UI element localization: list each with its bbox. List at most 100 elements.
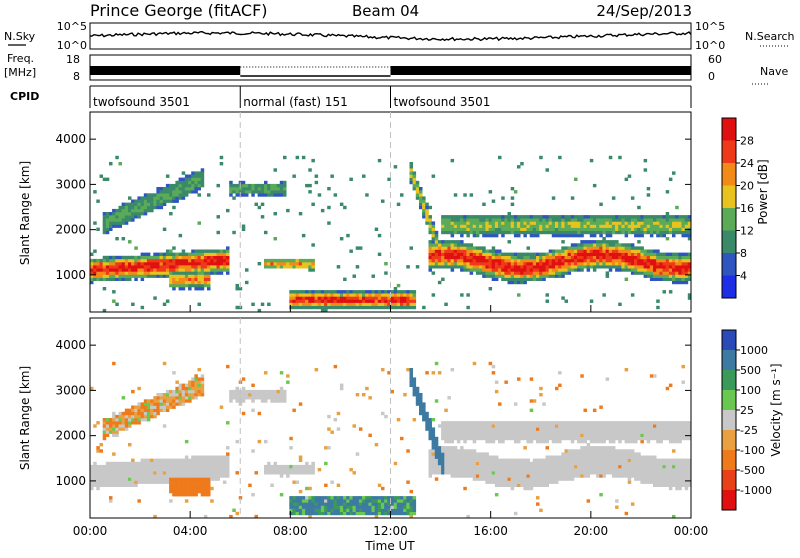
heatmap-cell bbox=[479, 427, 483, 430]
heatmap-cell bbox=[274, 259, 278, 262]
heatmap-cell bbox=[602, 228, 606, 231]
heatmap-cell bbox=[625, 437, 629, 440]
heatmap-cell bbox=[368, 499, 372, 502]
heatmap-cell bbox=[191, 471, 195, 474]
heatmap-cell bbox=[356, 452, 360, 455]
heatmap-cell bbox=[188, 471, 192, 474]
heatmap-cell bbox=[340, 506, 344, 509]
heatmap-cell bbox=[169, 190, 173, 193]
heatmap-cell bbox=[561, 471, 565, 474]
heatmap-cell bbox=[558, 456, 562, 459]
heatmap-cell bbox=[397, 499, 401, 502]
heatmap-cell bbox=[485, 259, 489, 262]
heatmap-cell bbox=[128, 418, 132, 421]
heatmap-cell bbox=[264, 390, 268, 393]
heatmap-cell bbox=[394, 296, 398, 299]
heatmap-cell bbox=[489, 259, 493, 262]
heatmap-cell bbox=[435, 256, 439, 259]
heatmap-cell bbox=[147, 275, 151, 278]
heatmap-cell bbox=[650, 427, 654, 430]
heatmap-cell bbox=[466, 250, 470, 253]
heatmap-cell bbox=[330, 296, 334, 299]
heatmap-cell bbox=[593, 449, 597, 452]
heatmap-cell bbox=[419, 409, 423, 412]
heatmap-cell bbox=[166, 459, 170, 462]
heatmap-cell bbox=[311, 243, 315, 246]
heatmap-cell bbox=[590, 243, 594, 246]
heatmap-cell bbox=[631, 293, 635, 296]
heatmap-cell bbox=[542, 402, 546, 405]
heatmap-cell bbox=[587, 228, 591, 231]
heatmap-cell bbox=[435, 246, 439, 249]
heatmap-cell bbox=[675, 281, 679, 284]
heatmap-cell bbox=[163, 262, 167, 265]
heatmap-cell bbox=[410, 490, 414, 493]
heatmap-cell bbox=[580, 440, 584, 443]
heatmap-cell bbox=[270, 184, 274, 187]
heatmap-cell bbox=[457, 437, 461, 440]
heatmap-cell bbox=[615, 253, 619, 256]
heatmap-cell bbox=[182, 256, 186, 259]
heatmap-cell bbox=[103, 218, 107, 221]
heatmap-cell bbox=[112, 484, 116, 487]
heatmap-cell bbox=[194, 384, 198, 387]
heatmap-cell bbox=[530, 471, 534, 474]
heatmap-cell bbox=[631, 268, 635, 271]
heatmap-cell bbox=[574, 225, 578, 228]
heatmap-cell bbox=[330, 300, 334, 303]
heatmap-cell bbox=[485, 424, 489, 427]
heatmap-cell bbox=[530, 431, 534, 434]
heatmap-cell bbox=[587, 446, 591, 449]
heatmap-cell bbox=[659, 231, 663, 234]
power-colorbar-tick-label: 24 bbox=[740, 157, 754, 170]
heatmap-cell bbox=[628, 215, 632, 218]
heatmap-cell bbox=[134, 481, 138, 484]
heatmap-cell bbox=[492, 459, 496, 462]
heatmap-cell bbox=[258, 187, 262, 190]
heatmap-cell bbox=[258, 193, 262, 196]
heatmap-cell bbox=[533, 234, 537, 237]
heatmap-cell bbox=[542, 459, 546, 462]
heatmap-cell bbox=[666, 228, 670, 231]
heatmap-cell bbox=[337, 296, 341, 299]
heatmap-cell bbox=[542, 268, 546, 271]
heatmap-cell bbox=[435, 456, 439, 459]
heatmap-cell bbox=[479, 265, 483, 268]
heatmap-cell bbox=[454, 465, 458, 468]
heatmap-cell bbox=[435, 446, 439, 449]
heatmap-cell bbox=[337, 496, 341, 499]
heatmap-cell bbox=[128, 206, 132, 209]
heatmap-cell bbox=[485, 452, 489, 455]
heatmap-cell bbox=[261, 393, 265, 396]
heatmap-cell bbox=[656, 231, 660, 234]
heatmap-cell bbox=[207, 193, 211, 196]
heatmap-cell bbox=[593, 225, 597, 228]
heatmap-cell bbox=[460, 253, 464, 256]
heatmap-cell bbox=[188, 187, 192, 190]
heatmap-cell bbox=[201, 278, 205, 281]
heatmap-cell bbox=[416, 402, 420, 405]
heatmap-cell bbox=[466, 225, 470, 228]
heatmap-cell bbox=[169, 268, 173, 271]
heatmap-cell bbox=[264, 468, 268, 471]
heatmap-cell bbox=[511, 203, 515, 206]
heatmap-cell bbox=[625, 246, 629, 249]
heatmap-cell bbox=[659, 421, 663, 424]
heatmap-cell bbox=[602, 431, 606, 434]
heatmap-cell bbox=[308, 190, 312, 193]
heatmap-cell bbox=[615, 246, 619, 249]
heatmap-cell bbox=[422, 215, 426, 218]
heatmap-cell bbox=[514, 253, 518, 256]
heatmap-cell bbox=[311, 259, 315, 262]
heatmap-cell bbox=[577, 462, 581, 465]
heatmap-cell bbox=[647, 456, 651, 459]
heatmap-cell bbox=[400, 296, 404, 299]
noise-line bbox=[90, 32, 691, 41]
heatmap-cell bbox=[470, 471, 474, 474]
heatmap-cell bbox=[163, 409, 167, 412]
heatmap-cell bbox=[175, 190, 179, 193]
heatmap-cell bbox=[334, 300, 338, 303]
heatmap-cell bbox=[460, 218, 464, 221]
heatmap-cell bbox=[549, 421, 553, 424]
heatmap-cell bbox=[150, 468, 154, 471]
